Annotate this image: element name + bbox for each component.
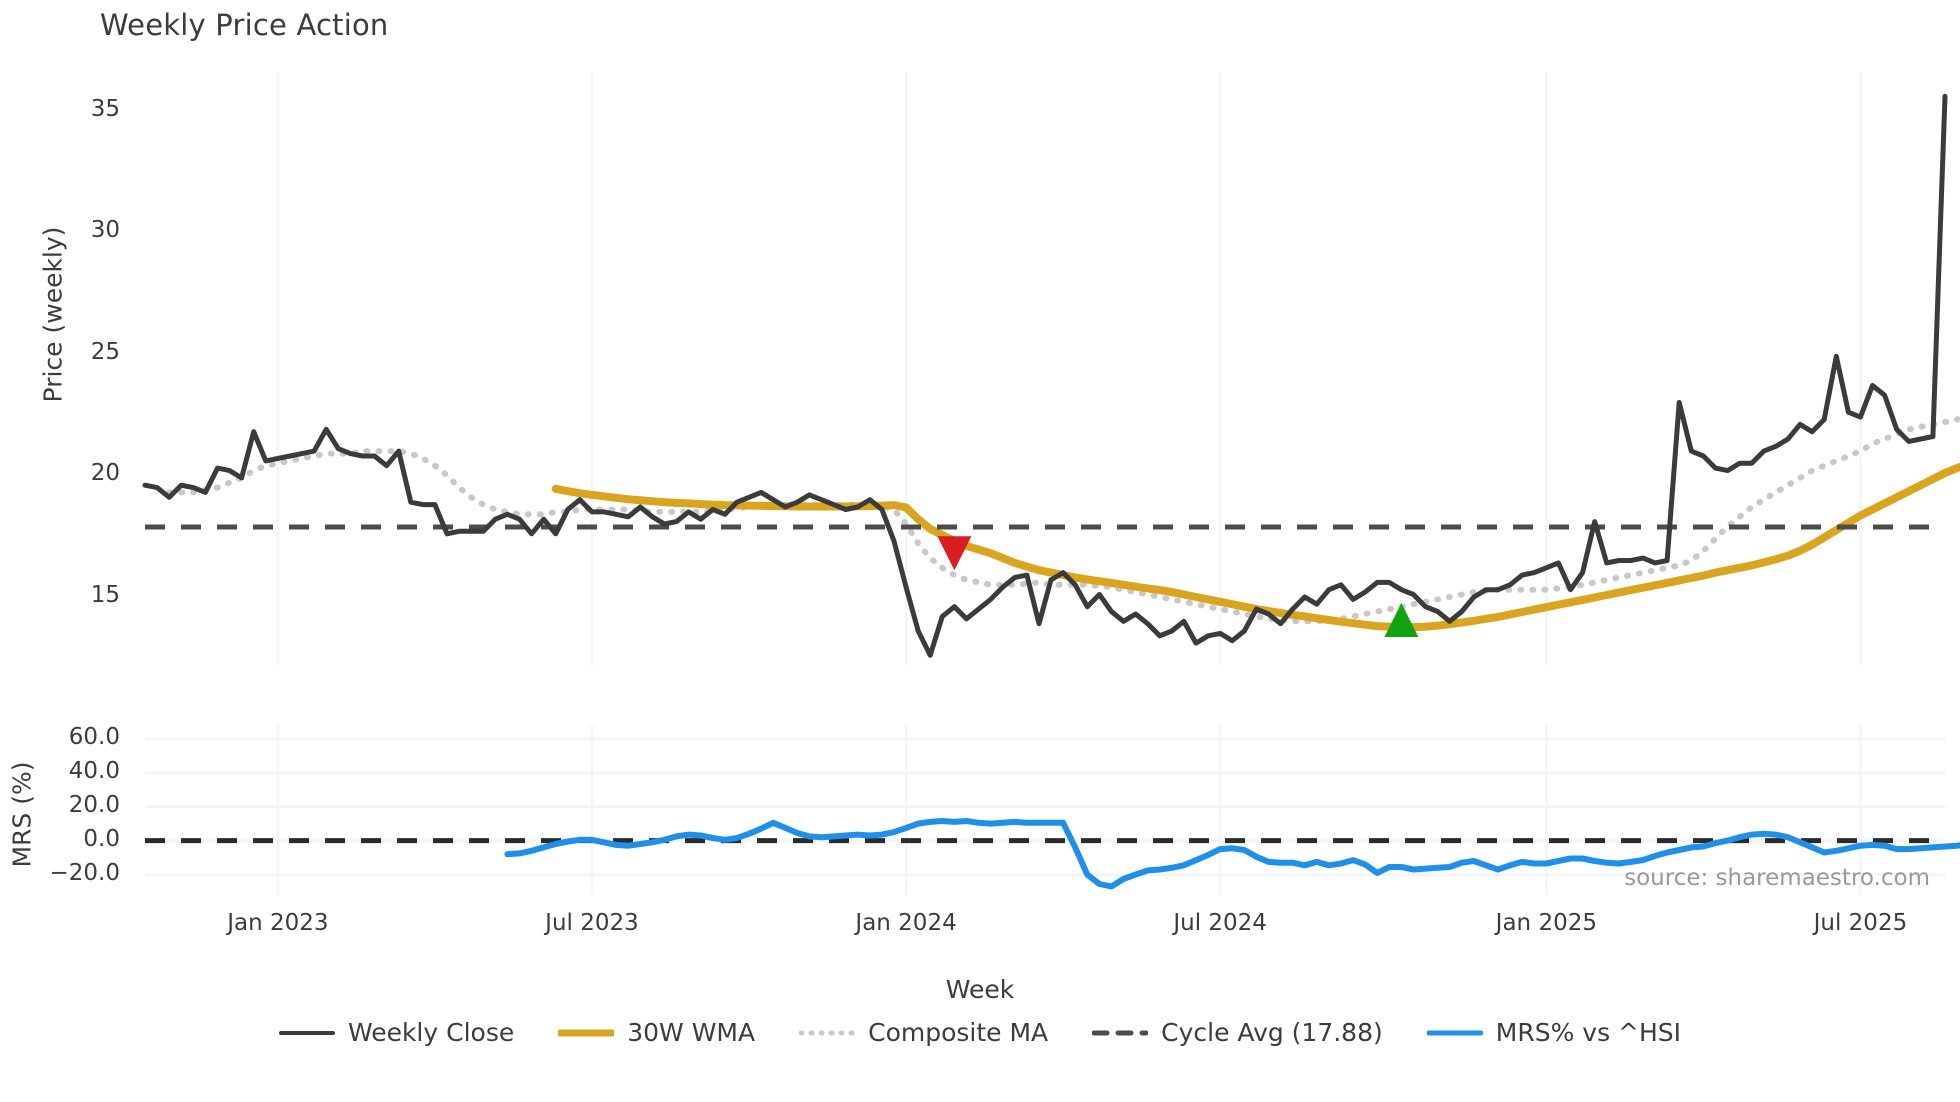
price-y-tick: 25 — [90, 338, 120, 365]
mrs-series-layer — [145, 818, 1960, 890]
legend-swatch-solid-icon — [1426, 1030, 1483, 1035]
chart-title: Weekly Price Action — [100, 8, 389, 42]
chart-legend: Weekly Close 30W WMA Composite MA Cycle Avg… — [0, 1018, 1960, 1047]
legend-item[interactable]: MRS% vs ^HSI — [1426, 1018, 1682, 1047]
price-series-layer — [142, 93, 1960, 658]
mrs-y-tick: 60.0 — [68, 723, 120, 750]
legend-label: Composite MA — [868, 1018, 1049, 1047]
legend-item[interactable]: 30W WMA — [558, 1018, 755, 1047]
gridlines — [145, 72, 1945, 895]
mrs-line — [504, 818, 1960, 890]
legend-label: 30W WMA — [627, 1018, 756, 1047]
legend-label: Cycle Avg (17.88) — [1161, 1018, 1383, 1047]
mrs-y-tick: 20.0 — [68, 791, 120, 818]
legend-item[interactable]: Weekly Close — [278, 1018, 515, 1047]
buy-marker[interactable] — [1384, 603, 1419, 638]
legend-label: MRS% vs ^HSI — [1495, 1018, 1682, 1047]
legend-item[interactable]: Cycle Avg (17.88) — [1092, 1018, 1383, 1047]
mrs-y-tick: 0.0 — [83, 825, 120, 852]
price-y-tick: 20 — [90, 460, 120, 487]
composite-ma-line — [166, 414, 1960, 625]
signal-markers-layer — [937, 536, 1419, 638]
x-tick: Jan 2023 — [227, 910, 329, 936]
source-watermark: source: sharemaestro.com — [1624, 865, 1930, 891]
legend-swatch-dashed-icon — [1092, 1030, 1149, 1035]
x-axis-label: Week — [945, 975, 1015, 1004]
mrs-y-tick: 40.0 — [68, 757, 120, 784]
legend-item[interactable]: Composite MA — [799, 1018, 1048, 1047]
legend-label: Weekly Close — [347, 1018, 515, 1047]
price-y-tick: 15 — [90, 581, 120, 608]
wma-30w-line — [551, 462, 1960, 632]
legend-swatch-dotted-icon — [799, 1030, 856, 1035]
x-tick: Jul 2023 — [545, 910, 639, 936]
legend-swatch-solid-icon — [558, 1029, 615, 1036]
mrs-y-tick: −20.0 — [49, 859, 120, 886]
sell-marker[interactable] — [937, 536, 972, 571]
x-tick: Jan 2025 — [1495, 910, 1597, 936]
weekly-close-line — [142, 93, 1948, 658]
x-tick: Jul 2025 — [1813, 910, 1908, 936]
x-tick: Jul 2024 — [1173, 910, 1267, 936]
price-y-tick: 30 — [90, 217, 120, 244]
x-tick: Jan 2024 — [855, 910, 957, 936]
legend-swatch-solid-icon — [278, 1030, 335, 1035]
price-y-tick: 35 — [90, 95, 120, 122]
